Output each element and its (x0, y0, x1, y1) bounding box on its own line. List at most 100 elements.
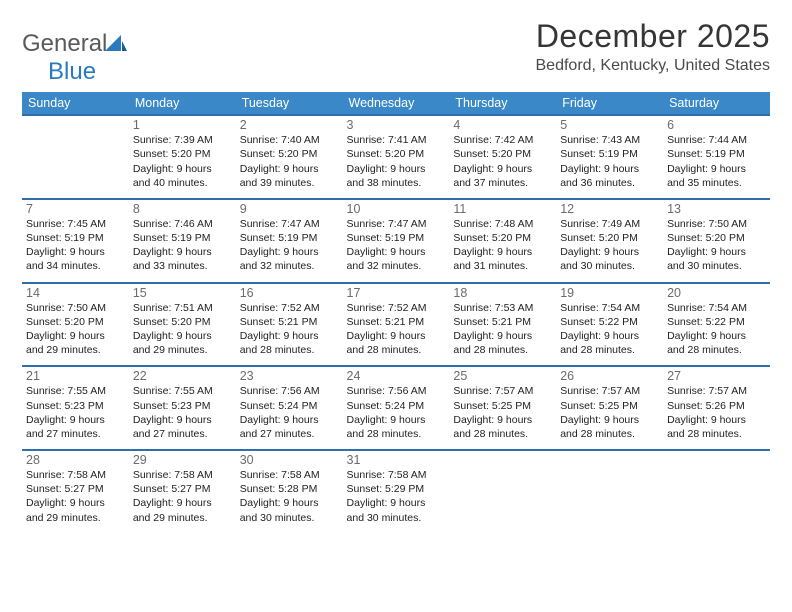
day-number: 23 (240, 369, 339, 383)
daylight-text: Daylight: 9 hours and 28 minutes. (240, 329, 339, 357)
sunset-text: Sunset: 5:27 PM (133, 482, 232, 496)
calendar-cell: 25Sunrise: 7:57 AMSunset: 5:25 PMDayligh… (449, 366, 556, 450)
calendar-cell: 14Sunrise: 7:50 AMSunset: 5:20 PMDayligh… (22, 283, 129, 367)
sunrise-text: Sunrise: 7:57 AM (453, 384, 552, 398)
calendar-cell: 19Sunrise: 7:54 AMSunset: 5:22 PMDayligh… (556, 283, 663, 367)
calendar-cell (449, 450, 556, 533)
sunrise-text: Sunrise: 7:56 AM (347, 384, 446, 398)
calendar-cell: 18Sunrise: 7:53 AMSunset: 5:21 PMDayligh… (449, 283, 556, 367)
month-title: December 2025 (536, 18, 771, 55)
calendar-row: 14Sunrise: 7:50 AMSunset: 5:20 PMDayligh… (22, 283, 770, 367)
sunset-text: Sunset: 5:24 PM (240, 399, 339, 413)
calendar-body: 1Sunrise: 7:39 AMSunset: 5:20 PMDaylight… (22, 115, 770, 532)
sunset-text: Sunset: 5:19 PM (133, 231, 232, 245)
sunset-text: Sunset: 5:20 PM (453, 147, 552, 161)
sunset-text: Sunset: 5:20 PM (347, 147, 446, 161)
day-info: Sunrise: 7:50 AMSunset: 5:20 PMDaylight:… (26, 301, 125, 358)
day-info: Sunrise: 7:58 AMSunset: 5:29 PMDaylight:… (347, 468, 446, 525)
day-info: Sunrise: 7:55 AMSunset: 5:23 PMDaylight:… (26, 384, 125, 441)
day-number: 22 (133, 369, 232, 383)
day-info: Sunrise: 7:54 AMSunset: 5:22 PMDaylight:… (667, 301, 766, 358)
weekday-header: Saturday (663, 92, 770, 115)
calendar-cell: 2Sunrise: 7:40 AMSunset: 5:20 PMDaylight… (236, 115, 343, 199)
day-info: Sunrise: 7:52 AMSunset: 5:21 PMDaylight:… (347, 301, 446, 358)
day-info: Sunrise: 7:57 AMSunset: 5:25 PMDaylight:… (453, 384, 552, 441)
sunset-text: Sunset: 5:24 PM (347, 399, 446, 413)
weekday-header: Tuesday (236, 92, 343, 115)
calendar-cell: 31Sunrise: 7:58 AMSunset: 5:29 PMDayligh… (343, 450, 450, 533)
day-number: 29 (133, 453, 232, 467)
weekday-header: Wednesday (343, 92, 450, 115)
sunset-text: Sunset: 5:21 PM (347, 315, 446, 329)
day-info: Sunrise: 7:56 AMSunset: 5:24 PMDaylight:… (347, 384, 446, 441)
sunrise-text: Sunrise: 7:53 AM (453, 301, 552, 315)
daylight-text: Daylight: 9 hours and 36 minutes. (560, 162, 659, 190)
calendar-cell: 3Sunrise: 7:41 AMSunset: 5:20 PMDaylight… (343, 115, 450, 199)
day-info: Sunrise: 7:58 AMSunset: 5:27 PMDaylight:… (133, 468, 232, 525)
sunrise-text: Sunrise: 7:42 AM (453, 133, 552, 147)
sunset-text: Sunset: 5:20 PM (667, 231, 766, 245)
sunrise-text: Sunrise: 7:49 AM (560, 217, 659, 231)
day-info: Sunrise: 7:43 AMSunset: 5:19 PMDaylight:… (560, 133, 659, 190)
sunset-text: Sunset: 5:22 PM (667, 315, 766, 329)
sunrise-text: Sunrise: 7:40 AM (240, 133, 339, 147)
logo-text-blue: Blue (22, 58, 96, 85)
day-number: 19 (560, 286, 659, 300)
day-info: Sunrise: 7:47 AMSunset: 5:19 PMDaylight:… (347, 217, 446, 274)
calendar-cell: 12Sunrise: 7:49 AMSunset: 5:20 PMDayligh… (556, 199, 663, 283)
day-number: 10 (347, 202, 446, 216)
weekday-header: Sunday (22, 92, 129, 115)
day-number: 11 (453, 202, 552, 216)
day-number: 31 (347, 453, 446, 467)
sunset-text: Sunset: 5:20 PM (560, 231, 659, 245)
day-number: 1 (133, 118, 232, 132)
day-number: 18 (453, 286, 552, 300)
calendar-cell: 16Sunrise: 7:52 AMSunset: 5:21 PMDayligh… (236, 283, 343, 367)
sunrise-text: Sunrise: 7:47 AM (240, 217, 339, 231)
day-number: 20 (667, 286, 766, 300)
calendar-cell (556, 450, 663, 533)
header: General Blue December 2025 Bedford, Kent… (22, 18, 770, 86)
calendar-row: 28Sunrise: 7:58 AMSunset: 5:27 PMDayligh… (22, 450, 770, 533)
daylight-text: Daylight: 9 hours and 28 minutes. (347, 413, 446, 441)
day-number: 15 (133, 286, 232, 300)
sunrise-text: Sunrise: 7:56 AM (240, 384, 339, 398)
sunset-text: Sunset: 5:26 PM (667, 399, 766, 413)
day-number: 14 (26, 286, 125, 300)
day-info: Sunrise: 7:58 AMSunset: 5:28 PMDaylight:… (240, 468, 339, 525)
calendar-table: Sunday Monday Tuesday Wednesday Thursday… (22, 92, 770, 532)
daylight-text: Daylight: 9 hours and 31 minutes. (453, 245, 552, 273)
daylight-text: Daylight: 9 hours and 32 minutes. (240, 245, 339, 273)
calendar-head: Sunday Monday Tuesday Wednesday Thursday… (22, 92, 770, 115)
daylight-text: Daylight: 9 hours and 30 minutes. (347, 496, 446, 524)
logo: General Blue (22, 18, 127, 86)
daylight-text: Daylight: 9 hours and 32 minutes. (347, 245, 446, 273)
title-area: December 2025 Bedford, Kentucky, United … (536, 18, 771, 75)
daylight-text: Daylight: 9 hours and 34 minutes. (26, 245, 125, 273)
sunrise-text: Sunrise: 7:51 AM (133, 301, 232, 315)
sunrise-text: Sunrise: 7:55 AM (133, 384, 232, 398)
day-info: Sunrise: 7:52 AMSunset: 5:21 PMDaylight:… (240, 301, 339, 358)
sunset-text: Sunset: 5:21 PM (453, 315, 552, 329)
sunrise-text: Sunrise: 7:58 AM (26, 468, 125, 482)
daylight-text: Daylight: 9 hours and 28 minutes. (347, 329, 446, 357)
day-info: Sunrise: 7:45 AMSunset: 5:19 PMDaylight:… (26, 217, 125, 274)
day-number: 7 (26, 202, 125, 216)
day-number: 6 (667, 118, 766, 132)
day-info: Sunrise: 7:39 AMSunset: 5:20 PMDaylight:… (133, 133, 232, 190)
weekday-header: Thursday (449, 92, 556, 115)
daylight-text: Daylight: 9 hours and 27 minutes. (26, 413, 125, 441)
daylight-text: Daylight: 9 hours and 28 minutes. (453, 329, 552, 357)
day-info: Sunrise: 7:48 AMSunset: 5:20 PMDaylight:… (453, 217, 552, 274)
daylight-text: Daylight: 9 hours and 35 minutes. (667, 162, 766, 190)
day-info: Sunrise: 7:46 AMSunset: 5:19 PMDaylight:… (133, 217, 232, 274)
day-number: 26 (560, 369, 659, 383)
day-info: Sunrise: 7:58 AMSunset: 5:27 PMDaylight:… (26, 468, 125, 525)
day-number: 30 (240, 453, 339, 467)
calendar-cell: 28Sunrise: 7:58 AMSunset: 5:27 PMDayligh… (22, 450, 129, 533)
day-info: Sunrise: 7:42 AMSunset: 5:20 PMDaylight:… (453, 133, 552, 190)
sunrise-text: Sunrise: 7:52 AM (347, 301, 446, 315)
day-number: 13 (667, 202, 766, 216)
calendar-cell: 4Sunrise: 7:42 AMSunset: 5:20 PMDaylight… (449, 115, 556, 199)
sunset-text: Sunset: 5:20 PM (453, 231, 552, 245)
